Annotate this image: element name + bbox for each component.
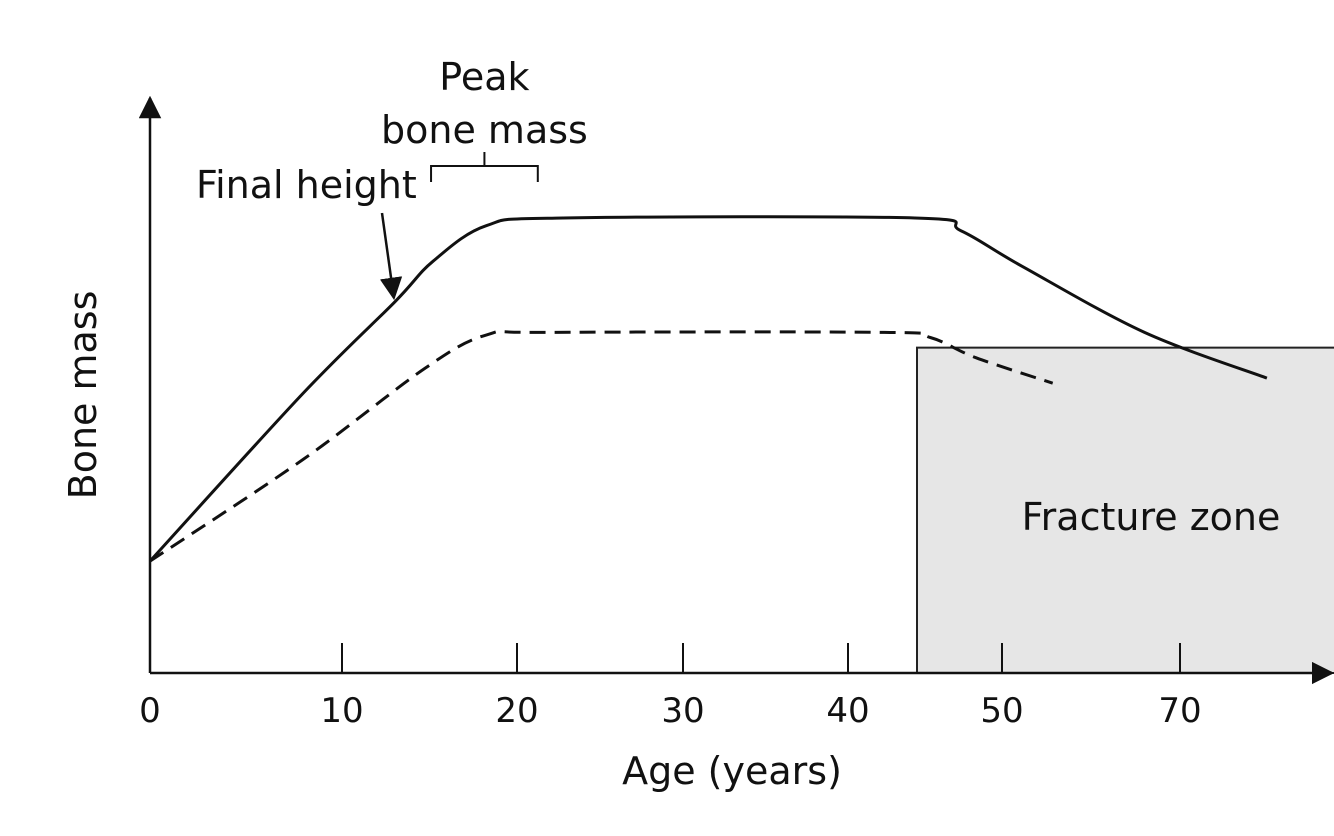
peak-bone-mass-bracket xyxy=(430,152,539,182)
x-tick-label: 10 xyxy=(320,691,363,731)
x-axis-title: Age (years) xyxy=(622,749,842,793)
x-tick-label: 30 xyxy=(661,691,704,731)
peak-bone-mass-label-line-1: Peak xyxy=(439,55,529,99)
peak-bone-mass-label-line-2: bone mass xyxy=(381,108,588,152)
x-tick-label: 70 xyxy=(1158,691,1201,731)
x-tick-label: 0 xyxy=(139,691,161,731)
x-tick-label: 50 xyxy=(980,691,1023,731)
x-tick-label: 40 xyxy=(826,691,869,731)
y-axis-title: Bone mass xyxy=(61,291,105,500)
x-tick-label: 20 xyxy=(495,691,538,731)
series-line-dashed xyxy=(149,330,1054,563)
fracture-zone-label: Fracture zone xyxy=(1022,495,1281,539)
x-ticks: 0 10 20 30 40 50 70 xyxy=(139,643,1202,731)
series-line-solid xyxy=(148,215,1268,563)
final-height-arrow xyxy=(379,212,403,301)
final-height-label: Final height xyxy=(196,163,417,207)
fracture-zone xyxy=(916,346,1334,674)
